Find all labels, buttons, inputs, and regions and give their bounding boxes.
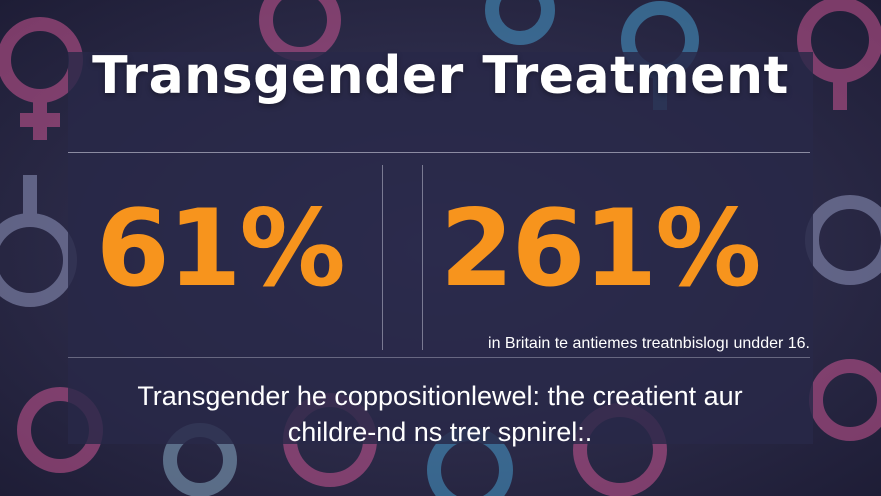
male-symbol-icon (0, 175, 77, 307)
stat-caption: in Britain te antiemes treatnbislogı und… (488, 335, 810, 352)
male-symbol-icon (805, 195, 881, 285)
caption-divider (68, 357, 810, 358)
page-title: Transgender Treatment (92, 46, 789, 106)
title-divider (68, 152, 810, 153)
description-line-2: childre-nd ns trer spnirel:. (287, 417, 593, 448)
description-line-1: Transgender he coppositionlewel: the cre… (137, 381, 743, 411)
stat-value-1: 61% (96, 187, 346, 310)
male-symbol-icon (485, 0, 555, 45)
description: Transgender he coppositionlewel: the cre… (70, 378, 810, 451)
stat-divider-left (382, 165, 383, 350)
content-panel (68, 52, 813, 444)
female-symbol-icon (797, 0, 881, 110)
female-symbol-icon (809, 359, 881, 441)
stat-value-2: 261% (440, 187, 761, 310)
stat-divider-right (422, 165, 423, 350)
